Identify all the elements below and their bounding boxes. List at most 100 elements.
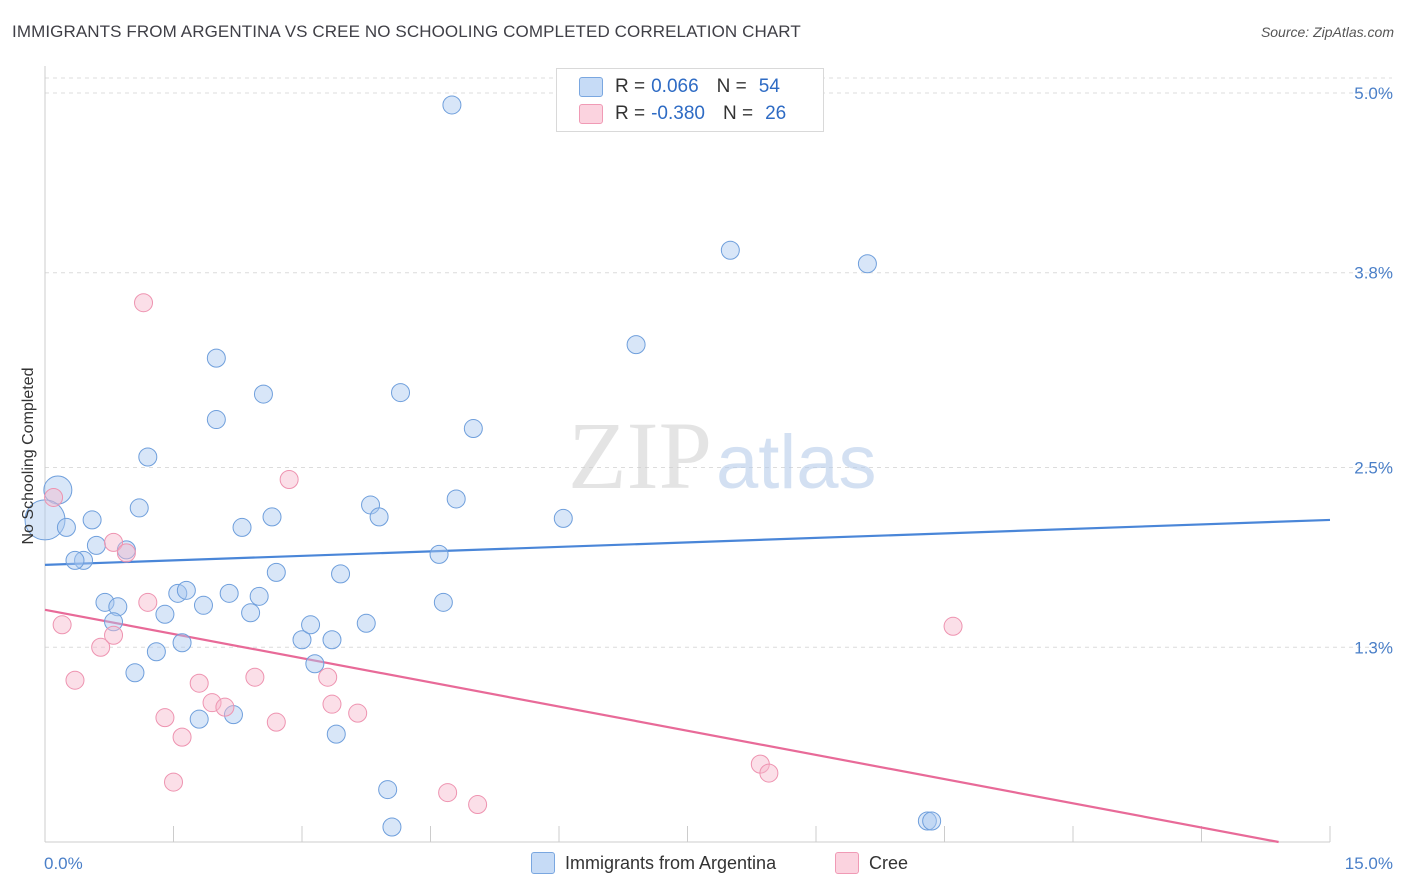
- point-cree: [202, 693, 222, 713]
- point-argentina: [253, 384, 273, 404]
- point-argentina: [382, 817, 402, 837]
- point-cree: [104, 532, 124, 552]
- point-argentina: [292, 630, 312, 650]
- x-tick-label-min: 0.0%: [44, 854, 83, 873]
- point-argentina: [129, 498, 149, 518]
- watermark-zip: ZIP: [568, 402, 712, 509]
- data-points: [24, 95, 963, 837]
- point-argentina: [108, 597, 128, 617]
- y-axis-title: No Schooling Completed: [20, 368, 37, 545]
- legend-row-cree: R = -0.380 N = 26: [579, 101, 786, 127]
- x-tick-label-max: 15.0%: [1345, 854, 1393, 873]
- legend-n-label: N =: [716, 76, 747, 97]
- point-argentina: [305, 654, 325, 674]
- point-argentina: [433, 592, 453, 612]
- point-cree: [65, 670, 85, 690]
- point-cree: [468, 795, 488, 815]
- point-argentina: [176, 580, 196, 600]
- point-argentina: [857, 254, 877, 274]
- y-tick-label: 5.0%: [1354, 84, 1393, 103]
- point-cree: [279, 469, 299, 489]
- legend-r-value: 0.066: [651, 76, 699, 97]
- point-argentina: [266, 562, 286, 582]
- y-tick-label: 2.5%: [1354, 458, 1393, 477]
- point-argentina: [241, 603, 261, 623]
- point-argentina: [429, 544, 449, 564]
- point-cree: [91, 637, 111, 657]
- point-argentina: [301, 615, 321, 635]
- point-cree: [943, 616, 963, 636]
- legend-item-cree[interactable]: Cree: [835, 852, 908, 874]
- legend-item-argentina[interactable]: Immigrants from Argentina: [531, 852, 776, 874]
- point-cree: [134, 293, 154, 313]
- legend-r-value: -0.380: [651, 103, 705, 124]
- legend-row-argentina: R = 0.066 N = 54: [579, 74, 780, 100]
- point-argentina: [922, 811, 942, 831]
- legend-label-cree: Cree: [869, 852, 909, 873]
- point-cree: [759, 763, 779, 783]
- point-cree: [189, 673, 209, 693]
- point-argentina: [219, 583, 239, 603]
- point-argentina: [391, 383, 411, 403]
- legend-r-label: R =: [615, 103, 646, 124]
- point-argentina: [378, 780, 398, 800]
- point-argentina: [82, 510, 102, 530]
- point-argentina: [189, 709, 209, 729]
- y-axis-tick-labels: 5.0% 3.8% 2.5% 1.3%: [1354, 84, 1393, 657]
- trend-line-argentina: [44, 518, 1331, 566]
- point-argentina: [155, 604, 175, 624]
- point-argentina: [65, 550, 85, 570]
- point-cree: [438, 783, 458, 803]
- point-argentina: [249, 586, 269, 606]
- point-cree: [138, 592, 158, 612]
- point-argentina: [331, 564, 351, 584]
- point-cree: [266, 712, 286, 732]
- x-axis-ticks: [44, 826, 1331, 842]
- point-argentina: [356, 613, 376, 633]
- point-argentina: [553, 508, 573, 528]
- point-argentina: [138, 447, 158, 467]
- point-argentina: [146, 642, 166, 662]
- trend-lines: [44, 518, 1331, 844]
- point-argentina: [463, 419, 483, 439]
- legend-swatch-cree: [579, 104, 603, 124]
- point-argentina: [95, 592, 115, 612]
- trend-line-cree: [44, 608, 1279, 844]
- point-argentina: [326, 724, 346, 744]
- point-argentina: [125, 663, 145, 683]
- legend-swatch-argentina: [531, 852, 555, 874]
- point-cree: [155, 708, 175, 728]
- y-tick-label: 1.3%: [1354, 638, 1393, 657]
- legend-n-label: N =: [722, 103, 754, 124]
- point-argentina: [442, 95, 462, 115]
- legend-r-label: R =: [615, 76, 646, 97]
- legend-n-value: 54: [758, 76, 780, 97]
- point-cree: [104, 625, 124, 645]
- point-cree: [44, 487, 64, 507]
- point-argentina: [206, 410, 226, 430]
- legend-swatch-argentina: [579, 77, 603, 97]
- point-argentina: [56, 517, 76, 537]
- point-cree: [164, 772, 183, 792]
- point-argentina: [322, 630, 342, 650]
- point-cree: [322, 694, 342, 714]
- point-cree: [245, 667, 265, 687]
- point-argentina: [626, 335, 646, 355]
- legend-label-argentina: Immigrants from Argentina: [565, 852, 777, 873]
- point-argentina: [446, 489, 466, 509]
- chart-title: IMMIGRANTS FROM ARGENTINA VS CREE NO SCH…: [12, 22, 801, 41]
- point-cree: [215, 697, 235, 717]
- point-argentina: [206, 348, 226, 368]
- point-cree: [318, 667, 338, 687]
- legend-swatch-cree: [835, 852, 859, 874]
- point-argentina: [262, 507, 282, 527]
- point-argentina: [917, 811, 937, 831]
- point-argentina: [232, 517, 252, 537]
- series-legend: Immigrants from Argentina Cree: [0, 852, 1406, 878]
- point-cree: [52, 615, 72, 635]
- correlation-legend: R = 0.066 N = 54 R = -0.380 N = 26: [556, 68, 824, 132]
- point-argentina: [720, 240, 740, 260]
- point-cree: [172, 727, 192, 747]
- point-cree: [116, 543, 136, 563]
